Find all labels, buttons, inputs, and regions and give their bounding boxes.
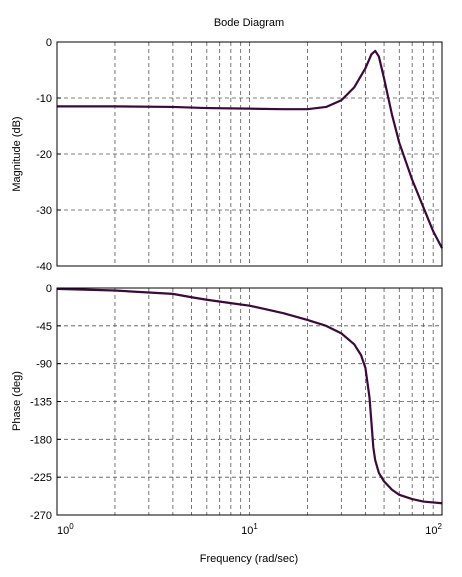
magnitude-y-tick-label: -20 [36, 149, 52, 161]
phase-y-tick-label: -225 [30, 472, 52, 484]
magnitude-y-tick-label: -30 [36, 205, 52, 217]
magnitude-y-tick-label: 0 [46, 37, 52, 49]
phase-y-tick-label: -135 [30, 397, 52, 409]
magnitude-plot: 0 -10 -20 -30 -40 Bode Diagram Magnitude (dB… [11, 17, 443, 273]
phase-y-tick-label: -270 [30, 510, 52, 522]
phase-grid [57, 288, 442, 515]
phase-y-axis-label: Phase (deg) [11, 371, 23, 431]
x-axis-label: Frequency (rad/sec) [200, 553, 298, 565]
magnitude-y-tick-label: -10 [36, 93, 52, 105]
phase-y-ticks: 0 -45 -90 -135 -180 -225 -270 [30, 283, 61, 522]
chart-title: Bode Diagram [214, 17, 284, 29]
phase-y-tick-label: -90 [36, 359, 52, 371]
magnitude-series-line [57, 49, 443, 249]
x-tick-label: 102 [425, 522, 442, 537]
magnitude-y-ticks: 0 -10 -20 -30 -40 [36, 37, 61, 273]
magnitude-y-tick-label: -40 [36, 261, 52, 273]
magnitude-y-axis-label: Magnitude (dB) [11, 116, 23, 191]
x-tick-label: 101 [241, 522, 258, 537]
phase-series-line [56, 287, 443, 505]
x-tick-label: 100 [57, 522, 74, 537]
phase-y-tick-label: -180 [30, 434, 52, 446]
phase-plot: 0 -45 -90 -135 -180 -225 -270 Phase (deg) [11, 283, 443, 522]
phase-y-tick-label: 0 [46, 283, 52, 295]
phase-y-tick-label: -45 [36, 321, 52, 333]
phase-plot-border [56, 287, 443, 516]
frequency-x-ticks: 100 101 102 [57, 522, 443, 537]
magnitude-plot-border [56, 41, 443, 267]
